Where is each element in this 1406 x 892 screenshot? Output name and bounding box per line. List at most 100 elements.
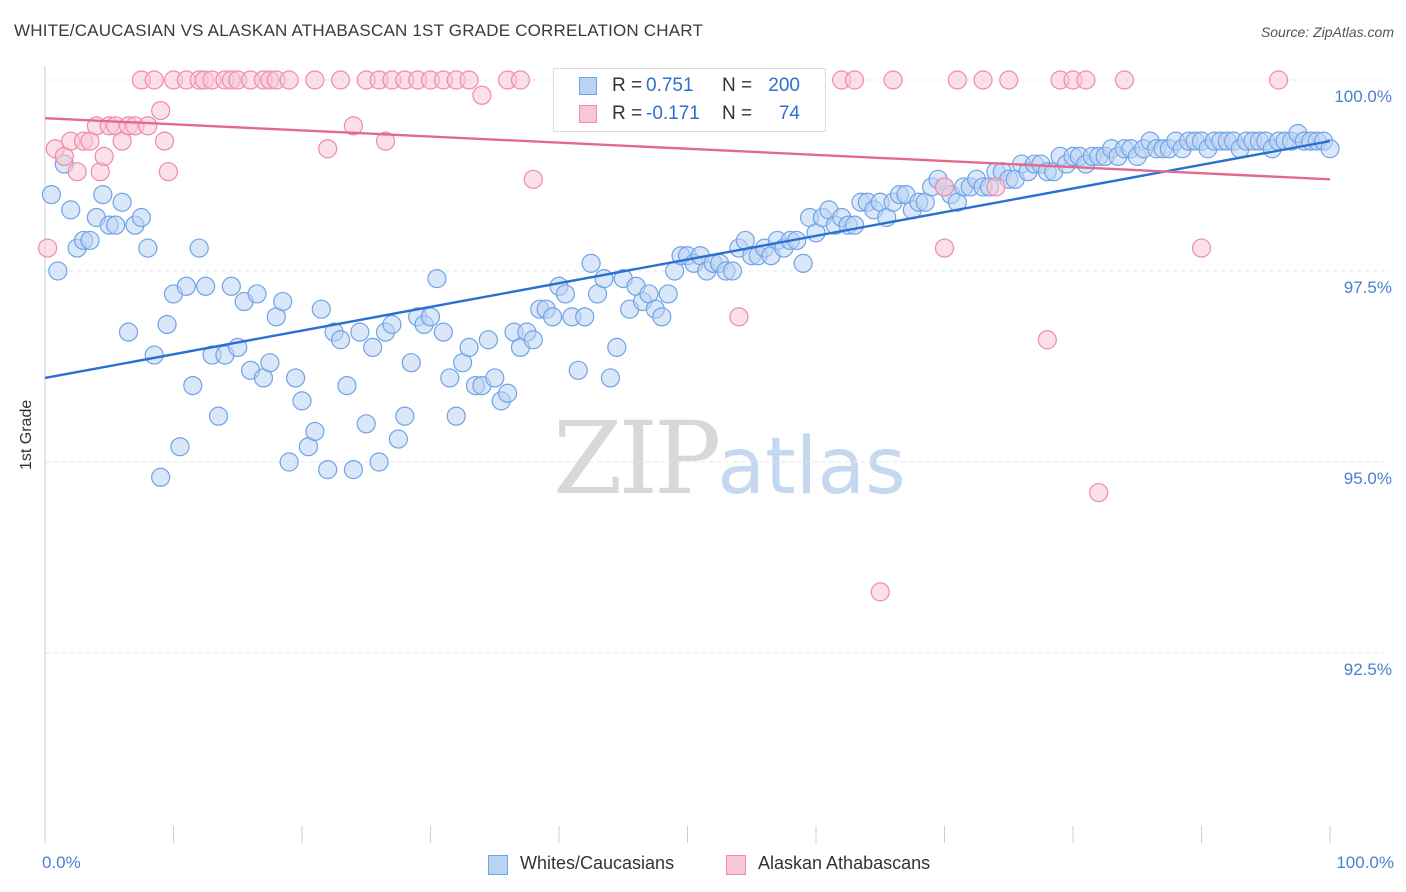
point-whites-17 (151, 467, 171, 487)
watermark: ZIPatlas (553, 400, 906, 517)
point-whites-34 (260, 353, 280, 373)
trend-line-athabascans (44, 117, 1331, 181)
point-athabascans-0 (37, 238, 58, 258)
y-axis-label: 1st Grade (18, 399, 35, 470)
point-whites-84 (581, 253, 601, 273)
point-whites-75 (523, 330, 543, 350)
point-whites-3 (61, 200, 81, 220)
point-whites-61 (433, 322, 453, 342)
point-whites-12 (118, 322, 139, 342)
point-whites-117 (793, 253, 813, 273)
point-athabascans-69 (1076, 70, 1096, 90)
point-whites-32 (247, 284, 267, 304)
point-athabascans-70 (1089, 482, 1109, 503)
point-whites-21 (176, 276, 196, 296)
point-whites-20 (170, 437, 190, 457)
point-athabascans-20 (158, 162, 178, 182)
point-whites-51 (369, 452, 389, 472)
point-athabascans-61 (934, 238, 955, 258)
point-whites-95 (652, 307, 672, 327)
point-whites-39 (292, 391, 312, 411)
point-athabascans-37 (343, 116, 363, 136)
points (37, 70, 1340, 602)
point-athabascans-47 (459, 70, 479, 90)
point-athabascans-73 (1268, 70, 1289, 90)
point-whites-80 (555, 284, 576, 304)
point-whites-199 (1320, 139, 1340, 159)
point-athabascans-60 (934, 177, 955, 197)
legend-swatch-whites (579, 77, 597, 95)
legend-row-whites: R = 0.751 N = 200 (554, 72, 825, 100)
point-athabascans-63 (973, 70, 993, 90)
point-athabascans-19 (154, 131, 175, 151)
point-whites-71 (498, 383, 518, 403)
point-whites-106 (722, 261, 743, 281)
point-whites-87 (600, 368, 621, 388)
point-athabascans-17 (144, 70, 164, 90)
legend-n-label: N = (722, 75, 753, 96)
point-athabascans-9 (94, 146, 114, 166)
point-whites-26 (208, 406, 229, 426)
trend-lines (44, 117, 1331, 380)
point-athabascans-62 (947, 70, 967, 90)
point-athabascans-34 (305, 70, 325, 90)
point-whites-125 (844, 215, 865, 235)
point-athabascans-18 (151, 100, 171, 121)
point-whites-10 (106, 215, 126, 235)
point-whites-6 (80, 230, 100, 251)
point-whites-8 (93, 185, 113, 205)
point-athabascans-51 (523, 169, 543, 189)
point-athabascans-59 (883, 70, 903, 90)
point-whites-47 (343, 460, 363, 480)
point-whites-82 (568, 360, 588, 380)
point-whites-68 (478, 330, 498, 350)
point-athabascans-35 (318, 139, 338, 159)
x-tick-100: 100.0% (1336, 853, 1394, 872)
point-athabascans-48 (472, 85, 492, 105)
trend-line-whites (44, 139, 1331, 380)
point-whites-65 (459, 337, 479, 357)
point-whites-1 (48, 261, 68, 281)
chart-title: WHITE/CAUCASIAN VS ALASKAN ATHABASCAN 1S… (14, 21, 704, 40)
source-label: Source: ZipAtlas.com (1260, 24, 1394, 40)
legend-row-athabascans: R = -0.171 N = 74 (554, 100, 825, 128)
bottom-legend-swatch-whites (488, 855, 508, 875)
legend-n-value: 74 (778, 103, 800, 124)
point-whites-59 (420, 307, 441, 327)
point-whites-78 (542, 307, 563, 327)
legend-swatch-athabascans (579, 105, 597, 123)
point-athabascans-66 (1037, 330, 1057, 350)
point-whites-60 (427, 269, 447, 289)
point-whites-48 (350, 322, 370, 342)
y-tick-100: 100.0% (1334, 87, 1392, 106)
point-athabascans-72 (1191, 238, 1212, 258)
point-whites-45 (330, 330, 351, 350)
point-whites-36 (273, 291, 293, 312)
point-whites-38 (285, 368, 306, 388)
point-whites-46 (337, 376, 357, 396)
y-tick-97-5: 97.5% (1343, 278, 1392, 297)
x-tick-0: 0.0% (42, 853, 81, 872)
stats-legend: R = 0.751 N = 200 R = -0.171 N = 74 (553, 68, 826, 132)
bottom-legend-label-athabascans: Alaskan Athabascans (758, 853, 931, 873)
bottom-legend-label-whites: Whites/Caucasians (520, 853, 675, 873)
point-whites-50 (363, 337, 383, 357)
point-athabascans-50 (510, 70, 531, 90)
legend-n-value: 200 (768, 75, 800, 96)
point-whites-62 (440, 368, 460, 388)
legend-r-label: R = (612, 103, 643, 124)
point-whites-56 (401, 353, 421, 373)
point-athabascans-4 (67, 162, 87, 182)
point-whites-96 (658, 284, 678, 304)
watermark-atlas: atlas (717, 422, 906, 512)
point-whites-15 (138, 238, 158, 258)
point-athabascans-71 (1114, 70, 1135, 90)
point-athabascans-36 (330, 70, 351, 90)
legend-r-value: -0.171 (646, 103, 700, 124)
axes (44, 66, 1331, 843)
point-athabascans-40 (375, 131, 396, 151)
point-whites-18 (157, 314, 177, 335)
point-whites-11 (112, 192, 132, 212)
point-athabascans-54 (729, 307, 749, 327)
